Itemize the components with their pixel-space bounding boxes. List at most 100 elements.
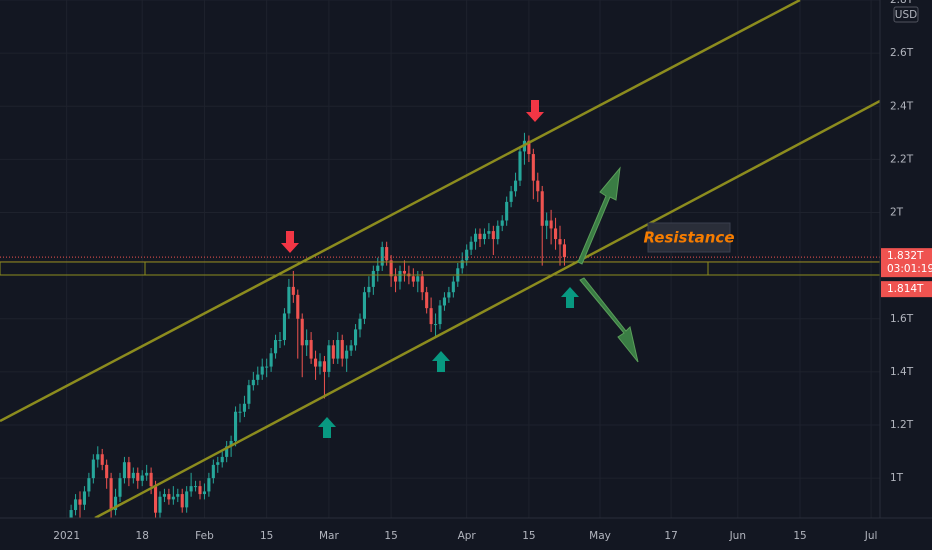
candle-body — [474, 233, 478, 242]
drawings: Resistance — [0, 0, 880, 518]
candle-body — [420, 276, 424, 293]
candle-body — [229, 440, 233, 447]
candle-body — [171, 496, 175, 500]
candle-body — [371, 270, 375, 287]
candle-body — [131, 472, 135, 479]
candle-body — [69, 510, 73, 518]
x-tick-label: 15 — [260, 530, 273, 542]
x-tick-label: 15 — [522, 530, 535, 542]
candle-body — [269, 353, 273, 367]
candle-body — [531, 154, 535, 181]
x-tick-label: Jun — [729, 530, 746, 542]
candle-body — [554, 228, 558, 240]
candle-body — [260, 366, 264, 375]
x-tick-label: 17 — [664, 530, 677, 542]
candle-body — [509, 191, 513, 202]
candle-body — [527, 140, 531, 155]
bottom-marker — [318, 417, 336, 438]
x-tick-label: Jul — [864, 530, 878, 542]
y-tick-label: 1T — [890, 472, 904, 484]
candle-body — [305, 340, 309, 346]
candle-body — [309, 340, 313, 359]
candle-body — [518, 151, 522, 181]
candle-body — [211, 464, 215, 479]
candle-body — [145, 472, 149, 476]
candle-body — [491, 231, 495, 240]
candle-body — [96, 454, 100, 460]
candle-body — [425, 292, 429, 309]
x-tick-label: 15 — [793, 530, 806, 542]
candle-body — [149, 472, 153, 487]
candle-body — [367, 286, 371, 293]
candle-body — [291, 286, 295, 295]
currency: USD — [895, 9, 917, 21]
zone — [0, 261, 880, 276]
candle-body — [154, 486, 158, 513]
bottom-marker — [432, 351, 450, 372]
candle-body — [380, 247, 384, 266]
candle-body — [78, 499, 82, 505]
candle-body — [318, 361, 322, 367]
candle-body — [545, 220, 549, 226]
candle-body — [376, 265, 380, 271]
price-label: 1.832T — [887, 250, 924, 262]
y-tick-label: 2T — [890, 207, 904, 219]
candle-body — [327, 345, 331, 372]
candle-body — [451, 281, 455, 293]
candle-body — [287, 286, 291, 314]
candle-body — [109, 478, 113, 511]
x-tick-label: Feb — [195, 530, 214, 542]
countdown: 03:01:19 — [887, 263, 932, 275]
candle-body — [465, 249, 469, 261]
candle-body — [296, 294, 300, 319]
x-tick-label: Apr — [458, 530, 477, 542]
candle-body — [82, 491, 86, 505]
price-label: 1.814T — [887, 283, 924, 295]
candle-body — [558, 239, 562, 245]
x-tick-label: May — [589, 530, 611, 542]
candle-body — [242, 403, 246, 412]
candle-body — [478, 233, 482, 240]
up-arrow — [577, 166, 621, 265]
y-tick-label: 1.2T — [890, 419, 914, 431]
top-marker — [526, 100, 544, 122]
x-tick-label: Mar — [319, 530, 339, 542]
candle-body — [429, 308, 433, 325]
candle-body — [482, 233, 486, 240]
candle-body — [247, 385, 251, 404]
x-tick-label: 2021 — [53, 530, 80, 542]
candle-body — [487, 231, 491, 234]
candle-body — [398, 270, 402, 282]
candle-body — [340, 340, 344, 359]
annotation-box — [647, 222, 731, 253]
candle-body — [220, 456, 224, 463]
candle-body — [185, 491, 189, 508]
y-tick-label: 2.2T — [890, 153, 914, 165]
candle-body — [358, 318, 362, 330]
candle-body — [114, 496, 118, 511]
candle-body — [447, 292, 451, 298]
candle-body — [216, 462, 220, 465]
y-tick-label: 2.8T — [890, 0, 914, 6]
candle-body — [162, 494, 166, 497]
channel-lower — [94, 99, 880, 518]
candle-body — [394, 276, 398, 282]
x-tick-label: 18 — [136, 530, 149, 542]
candle-body — [140, 475, 144, 481]
y-tick-label: 1.6T — [890, 313, 914, 325]
candle-body — [322, 361, 326, 372]
candle-body — [434, 324, 438, 326]
candle-body — [282, 313, 286, 341]
annotation: Resistance — [643, 229, 734, 247]
candle-body — [105, 464, 109, 479]
bottom-marker — [561, 287, 579, 308]
candle-body — [505, 201, 509, 221]
candle-body — [336, 340, 340, 359]
top-marker — [281, 231, 299, 253]
candle-body — [562, 244, 566, 258]
y-tick-label: 1.4T — [890, 366, 914, 378]
candle-body — [362, 292, 366, 319]
candle-body — [234, 411, 238, 441]
